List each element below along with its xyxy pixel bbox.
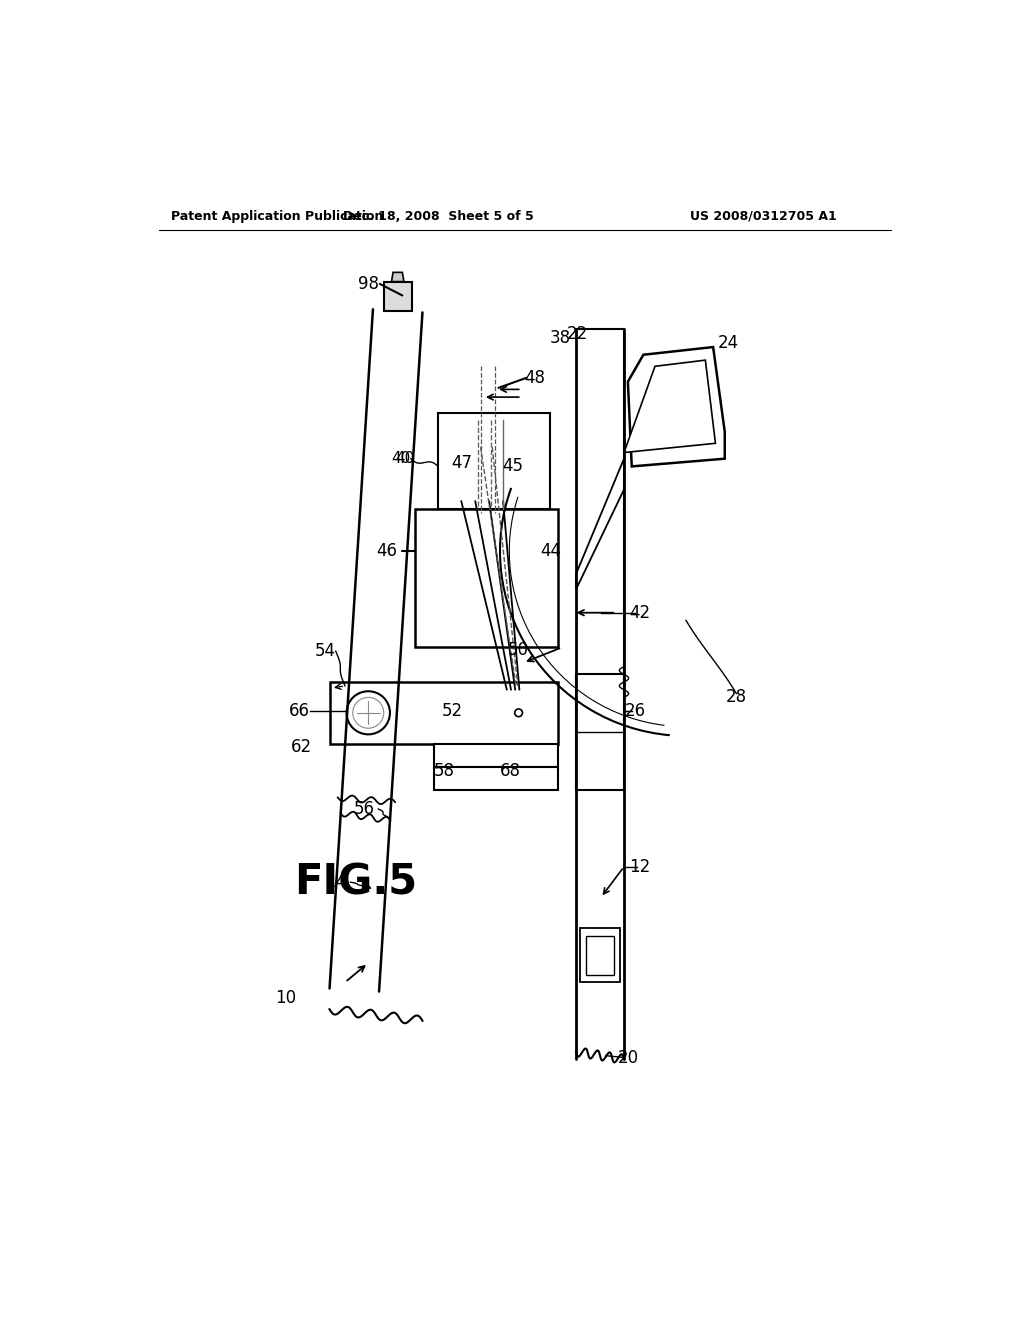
Text: 52: 52	[441, 702, 463, 721]
Polygon shape	[628, 347, 725, 466]
Text: 20: 20	[617, 1049, 638, 1067]
Text: Patent Application Publication: Patent Application Publication	[171, 210, 383, 223]
Text: US 2008/0312705 A1: US 2008/0312705 A1	[690, 210, 837, 223]
Text: Dec. 18, 2008  Sheet 5 of 5: Dec. 18, 2008 Sheet 5 of 5	[343, 210, 534, 223]
Text: 50: 50	[507, 640, 528, 659]
Polygon shape	[575, 459, 624, 590]
Text: 44: 44	[540, 543, 561, 560]
Text: FIG.5: FIG.5	[295, 861, 418, 903]
Polygon shape	[330, 682, 558, 743]
Text: 98: 98	[357, 275, 379, 293]
Circle shape	[352, 697, 384, 729]
Text: 45: 45	[503, 458, 523, 475]
Text: 56: 56	[353, 800, 375, 818]
Text: 47: 47	[451, 454, 472, 471]
Text: 42: 42	[629, 603, 650, 622]
Polygon shape	[434, 767, 558, 789]
Text: 48: 48	[524, 368, 546, 387]
Text: 28: 28	[726, 689, 746, 706]
Polygon shape	[586, 936, 614, 974]
Circle shape	[346, 692, 390, 734]
Polygon shape	[391, 272, 403, 281]
Text: 58: 58	[434, 762, 455, 780]
Polygon shape	[624, 360, 716, 453]
Text: 62: 62	[291, 738, 312, 756]
Polygon shape	[580, 928, 621, 982]
Text: 10: 10	[275, 989, 296, 1007]
Text: 14: 14	[326, 874, 346, 891]
Text: 40: 40	[395, 451, 415, 466]
Polygon shape	[415, 508, 558, 647]
Text: 38: 38	[550, 329, 571, 347]
Text: 24: 24	[718, 334, 739, 352]
Polygon shape	[434, 743, 558, 767]
Text: 26: 26	[625, 702, 646, 721]
Text: 68: 68	[500, 762, 520, 780]
Text: 66: 66	[289, 702, 310, 721]
Text: 54: 54	[314, 643, 336, 660]
Text: 46: 46	[377, 543, 397, 560]
Polygon shape	[384, 281, 412, 312]
Text: 12: 12	[629, 858, 650, 875]
Text: 40: 40	[391, 451, 411, 466]
Text: 22: 22	[567, 325, 588, 343]
Polygon shape	[438, 412, 550, 508]
Circle shape	[515, 709, 522, 717]
